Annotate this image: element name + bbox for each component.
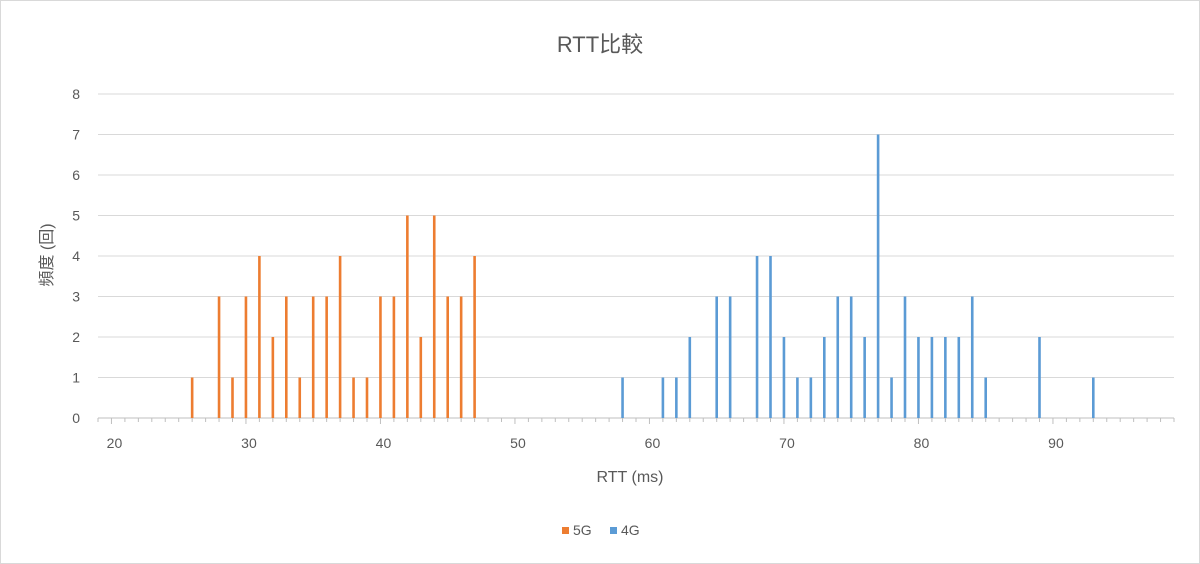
bar-4g [769,256,772,418]
bar-4g [755,256,759,418]
x-axis: 20 30 40 50 60 70 80 90 [97,417,1175,451]
bar-5g [432,215,436,418]
bar-5g [406,215,409,418]
bar-5g [285,296,288,418]
bar-5g [231,377,234,418]
x-tick-label: 80 [914,435,930,451]
x-tick-label: 70 [779,435,795,451]
bar-4g [930,337,934,418]
bar-5g [258,256,261,418]
bar-5g [392,296,396,418]
bar-5g [473,256,476,418]
x-tick-label: 60 [645,435,661,451]
bar-5g [338,256,342,418]
bar-5g [190,377,194,418]
y-tick-label: 6 [72,167,80,183]
y-axis-label: 頻度 (回) [38,223,56,286]
bar-4g [944,337,947,418]
x-tick-label: 40 [376,435,392,451]
bar-4g [957,337,961,418]
bar-4g [1092,377,1095,418]
bar-4g [876,134,880,418]
bar-4g [917,337,920,418]
legend-swatch-5g [562,527,569,534]
x-tick-label: 90 [1048,435,1064,451]
bar-4g [688,337,692,418]
y-tick-label: 7 [72,127,80,143]
x-tick-label: 20 [107,435,123,451]
y-tick-label: 1 [72,370,80,386]
bar-4g [715,296,718,418]
bar-4g [1038,337,1041,418]
bar-4g [890,377,893,418]
bar-4g [782,337,786,418]
bar-4g [728,296,732,418]
bar-4g [970,296,974,418]
x-tick-label: 50 [510,435,526,451]
bar-4g [836,296,840,418]
bar-4g [903,296,907,418]
bar-5g [244,296,248,418]
gridlines [98,93,1174,378]
x-tick-label: 30 [241,435,257,451]
bar-4g [984,377,987,418]
legend-label-5g: 5G [573,522,592,538]
chart-title: RTT比較 [557,32,643,57]
bar-5g [298,377,302,418]
y-axis-ticks: 0 1 2 3 4 5 6 7 8 [72,86,80,426]
y-tick-label: 2 [72,329,80,345]
bar-4g [621,377,624,418]
bar-4g [809,377,813,418]
legend: 5G 4G [562,522,640,538]
bar-5g [352,377,355,418]
legend-label-4g: 4G [621,522,640,538]
bar-4g [796,377,799,418]
y-tick-label: 0 [72,410,80,426]
bar-5g [325,296,328,418]
y-tick-label: 4 [72,248,80,264]
bar-5g [446,296,449,418]
bar-5g [459,296,463,418]
bar-4g [823,337,826,418]
bars [190,134,1095,418]
bar-5g [217,296,221,418]
y-tick-label: 8 [72,86,80,102]
bar-4g [849,296,853,418]
bar-4g [675,377,678,418]
x-axis-label: RTT (ms) [597,469,664,486]
legend-swatch-4g [610,527,617,534]
bar-4g [661,377,665,418]
y-tick-label: 3 [72,289,80,305]
bar-5g [311,296,315,418]
bar-5g [271,337,275,418]
bar-5g [379,296,382,418]
bar-4g [863,337,866,418]
y-tick-label: 5 [72,208,80,224]
bar-5g [365,377,369,418]
bar-5g [419,337,423,418]
